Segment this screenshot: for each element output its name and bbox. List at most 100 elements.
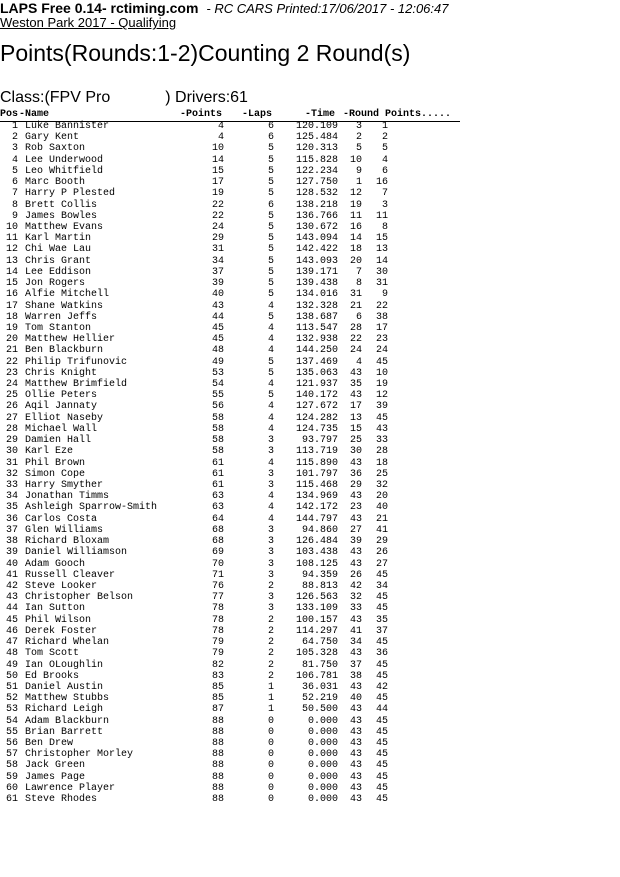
- row-name: Ian Sutton: [25, 603, 86, 615]
- col-name: -Name: [19, 109, 50, 120]
- col-pos: Pos: [0, 109, 19, 120]
- row-laps: 4: [267, 300, 274, 312]
- row-round-points: 45: [375, 569, 388, 581]
- row-pos: 42: [5, 580, 18, 592]
- row-time: 142.422: [295, 244, 338, 256]
- row-name: Daniel Austin: [25, 681, 104, 693]
- row-laps: 5: [267, 390, 274, 402]
- row-laps: 6: [267, 199, 274, 211]
- row-name: Gary Kent: [25, 132, 80, 144]
- row-pos: 37: [5, 524, 18, 536]
- row-round: 43: [349, 513, 362, 525]
- row-laps: 4: [267, 379, 274, 391]
- row-pos: 29: [5, 435, 18, 447]
- row-name: Russell Cleaver: [25, 569, 116, 581]
- row-laps: 0: [267, 749, 274, 761]
- row-laps: 5: [267, 356, 274, 368]
- row-round-points: 43: [375, 423, 388, 435]
- row-laps: 5: [267, 244, 274, 256]
- row-laps: 3: [267, 547, 274, 559]
- row-name: Phil Brown: [25, 457, 86, 469]
- col-round: -Round: [343, 109, 380, 120]
- table-row: 45 Phil Wilson 78 2 100.157 43 35: [0, 615, 460, 626]
- row-laps: 5: [267, 255, 274, 267]
- row-points: 68: [211, 536, 224, 548]
- table-row: 32 Simon Cope 61 3 101.797 36 25: [0, 469, 460, 480]
- drivers-count: ) Drivers:61: [165, 89, 248, 106]
- row-pos: 43: [5, 592, 18, 604]
- row-pos: 33: [5, 480, 18, 491]
- row-round: 43: [349, 390, 362, 402]
- row-pos: 47: [5, 637, 18, 649]
- row-pos: 58: [5, 760, 18, 772]
- row-time: 132.938: [295, 334, 338, 346]
- row-round: 43: [349, 771, 362, 783]
- row-points: 22: [211, 199, 224, 211]
- row-points: 82: [211, 659, 224, 671]
- row-name: Harry Smyther: [25, 480, 104, 491]
- row-points: 88: [211, 794, 224, 806]
- table-row: 51 Daniel Austin 85 1 36.031 43 42: [0, 682, 460, 693]
- row-name: Ben Drew: [25, 738, 74, 750]
- row-time: 0.000: [307, 794, 338, 806]
- row-name: Michael Wall: [25, 423, 98, 435]
- table-row: 11 Karl Martin 29 5 143.094 14 15: [0, 233, 460, 244]
- row-name: Aqil Jannaty: [25, 401, 98, 413]
- row-time: 136.766: [295, 210, 338, 222]
- row-time: 115.828: [295, 154, 338, 166]
- row-pos: 27: [5, 412, 18, 424]
- row-time: 103.438: [295, 547, 338, 559]
- row-name: Glen Williams: [25, 524, 104, 536]
- row-points: 4: [217, 132, 224, 144]
- row-pos: 23: [5, 367, 18, 379]
- row-pos: 31: [5, 457, 18, 469]
- row-points: 88: [211, 738, 224, 750]
- row-laps: 6: [267, 132, 274, 144]
- row-round-points: 45: [375, 693, 388, 705]
- row-name: Jon Rogers: [25, 278, 86, 290]
- row-round-points: 36: [375, 648, 388, 660]
- row-round: 15: [349, 423, 362, 435]
- row-time: 113.547: [295, 322, 338, 334]
- row-round: 43: [349, 648, 362, 660]
- row-round-points: 1: [381, 121, 388, 132]
- row-points: 69: [211, 547, 224, 559]
- event-name: Weston Park 2017 - Qualifying: [0, 15, 177, 30]
- table-row: 15 Jon Rogers 39 5 139.438 8 31: [0, 278, 460, 289]
- row-pos: 9: [11, 210, 18, 222]
- row-points: 79: [211, 648, 224, 660]
- row-laps: 4: [267, 491, 274, 503]
- row-round-points: 42: [375, 681, 388, 693]
- row-pos: 51: [5, 681, 18, 693]
- row-laps: 2: [267, 648, 274, 660]
- row-round-points: 5: [381, 143, 388, 155]
- row-name: Richard Bloxam: [25, 536, 110, 548]
- row-round: 3: [355, 121, 362, 132]
- row-pos: 4: [11, 154, 18, 166]
- row-round-points: 30: [375, 266, 388, 278]
- row-name: Chi Wae Lau: [25, 244, 92, 256]
- table-row: 13 Chris Grant 34 5 143.093 20 14: [0, 256, 460, 267]
- table-row: 9 James Bowles 22 5 136.766 11 11: [0, 211, 460, 222]
- row-round: 36: [349, 468, 362, 480]
- row-round: 43: [349, 614, 362, 626]
- row-name: Jonathan Timms: [25, 491, 110, 503]
- row-pos: 39: [5, 547, 18, 559]
- table-row: 16 Alfie Mitchell 40 5 134.016 31 9: [0, 289, 460, 300]
- row-round-points: 2: [381, 132, 388, 144]
- row-name: Ian OLoughlin: [25, 659, 104, 671]
- row-points: 19: [211, 188, 224, 200]
- table-row: 36 Carlos Costa 64 4 144.797 43 21: [0, 514, 460, 525]
- row-round: 43: [349, 794, 362, 806]
- row-pos: 28: [5, 423, 18, 435]
- row-pos: 11: [5, 233, 18, 245]
- row-round-points: 7: [381, 188, 388, 200]
- table-row: 21 Ben Blackburn 48 4 144.250 24 24: [0, 345, 460, 356]
- row-laps: 5: [267, 165, 274, 177]
- row-round-points: 15: [375, 233, 388, 245]
- row-laps: 4: [267, 423, 274, 435]
- row-time: 135.063: [295, 367, 338, 379]
- row-round-points: 45: [375, 356, 388, 368]
- row-name: Karl Eze: [25, 446, 74, 458]
- table-row: 5 Leo Whitfield 15 5 122.234 9 6: [0, 166, 460, 177]
